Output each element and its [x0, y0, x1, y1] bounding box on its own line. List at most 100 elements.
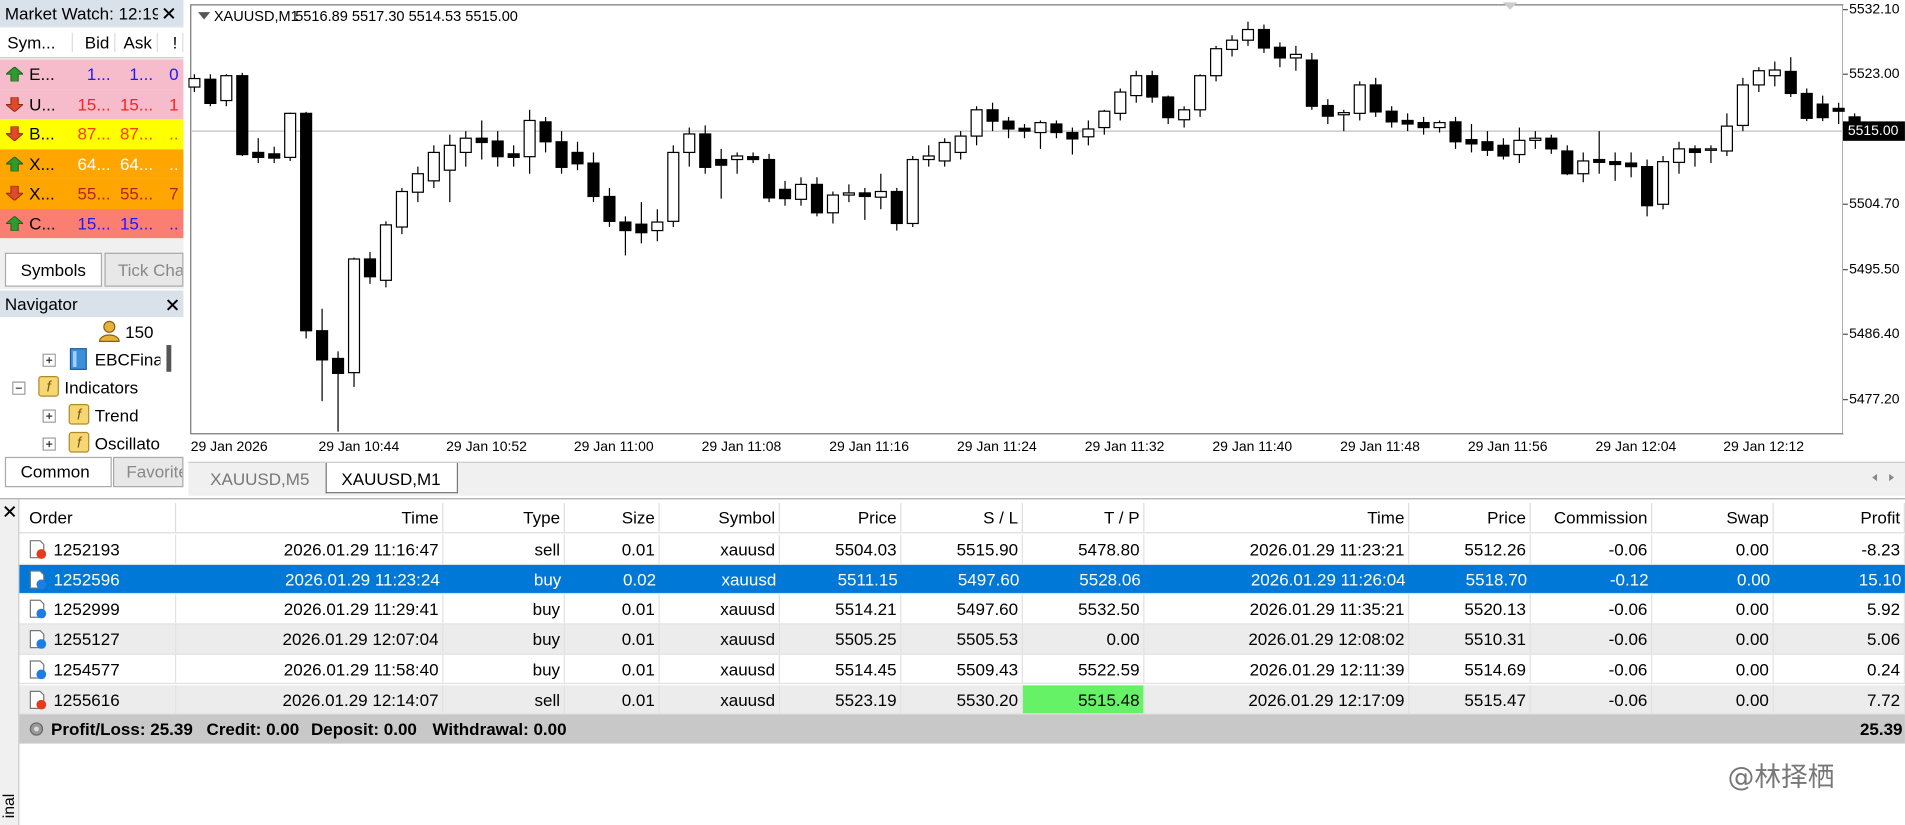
order-row[interactable]: 1255616 2026.01.29 12:14:07 sell 0.01 xauusd… — [19, 684, 1905, 715]
column-header[interactable]: Swap — [1652, 503, 1774, 533]
tree-item[interactable]: Trend — [94, 405, 139, 426]
tree-item[interactable]: Oscillators — [94, 433, 161, 454]
chart-tabs: XAUUSD,M5 XAUUSD,M1 — [188, 461, 1905, 496]
market-watch: Market Watch: 12:19 Sym... Bid Ask! E... 1..… — [0, 0, 184, 290]
order-cell: 5497.60 — [901, 594, 1023, 624]
chart-tab[interactable]: XAUUSD,M5 — [190, 466, 325, 494]
buy-icon — [29, 600, 47, 619]
candle-body — [683, 133, 696, 154]
summary-item: Credit: 0.00 — [206, 719, 300, 739]
tree-item[interactable]: 150 — [125, 321, 154, 342]
symbol-row[interactable]: X... 64... 64..... — [0, 148, 184, 179]
order-cell: 1252596 — [53, 569, 120, 589]
column-header[interactable]: Ask — [115, 32, 158, 53]
tree-item[interactable]: EBCFina — [94, 349, 161, 370]
order-cell: 2026.01.29 11:23:21 — [1144, 534, 1410, 564]
column-header[interactable]: Profit — [1774, 503, 1905, 533]
terminal-strip: inal — [0, 499, 20, 825]
order-cell: 1252999 — [32, 594, 177, 624]
symbol-cell: C... — [29, 213, 56, 233]
panel-tab[interactable]: Common — [4, 456, 112, 488]
order-cell: 5514.21 — [780, 594, 902, 624]
candle-body — [1337, 112, 1350, 116]
candle-body — [236, 75, 249, 156]
panel-tab[interactable]: Symbols — [4, 252, 103, 287]
candle-body — [587, 162, 600, 198]
column-header[interactable]: Size — [565, 503, 660, 533]
order-cell: 5504.03 — [780, 534, 902, 564]
column-header[interactable]: Sym... — [0, 32, 73, 53]
candle-body — [523, 119, 536, 158]
y-tick-label: 5504.70 — [1849, 195, 1900, 211]
close-button[interactable] — [163, 7, 175, 19]
candle-body — [1832, 107, 1845, 112]
price-cell: 7 — [169, 183, 179, 203]
order-cell: 2026.01.29 11:29:41 — [176, 594, 444, 624]
close-button[interactable] — [166, 299, 179, 311]
order-cell: 5515.48 — [1022, 684, 1145, 714]
order-row[interactable]: 1255127 2026.01.29 12:07:04 buy 0.01 xauusd 5… — [19, 624, 1905, 655]
x-tick-label: 29 Jan 11:08 — [702, 438, 782, 454]
column-header[interactable]: Symbol — [660, 503, 780, 533]
candle-body — [1353, 84, 1366, 114]
symbol-row[interactable]: E... 1... 1... 0 — [0, 59, 184, 90]
x-tick-label: 29 Jan 11:32 — [1085, 438, 1165, 454]
order-cell: 2026.01.29 11:35:21 — [1144, 594, 1410, 624]
order-row[interactable]: 1252193 2026.01.29 11:16:47 sell 0.01 xauusd… — [19, 534, 1905, 565]
candle-body — [1385, 110, 1398, 123]
column-header[interactable]: T / P — [1023, 503, 1145, 533]
tree-item[interactable]: Indicators — [64, 377, 139, 398]
order-cell: 5515.47 — [1409, 684, 1531, 714]
panel-tab[interactable]: Favorites — [112, 456, 184, 488]
column-header[interactable]: ! — [158, 32, 184, 53]
scrollbar-thumb[interactable] — [166, 345, 172, 372]
column-header[interactable]: Price — [780, 503, 902, 533]
tree-icon — [69, 348, 87, 370]
candle-body — [1273, 46, 1286, 59]
x-tick-label: 29 Jan 2026 — [191, 438, 268, 454]
candle-body — [300, 112, 313, 332]
column-header[interactable]: Type — [443, 503, 565, 533]
column-header[interactable]: Time — [176, 503, 444, 533]
order-cell: xauusd — [721, 569, 777, 589]
column-header[interactable]: Commission — [1531, 503, 1653, 533]
candle-body — [1529, 137, 1542, 141]
order-cell: buy — [443, 624, 565, 654]
y-tick-label: 5532.10 — [1849, 0, 1900, 16]
chart-tab[interactable]: XAUUSD,M1 — [325, 462, 459, 494]
column-header[interactable]: Bid — [73, 32, 116, 53]
column-header[interactable]: Order — [22, 503, 177, 533]
panel-title: Navigator — [4, 294, 78, 314]
order-cell: 1255127 — [32, 624, 177, 654]
order-cell: 2026.01.29 11:23:24 — [284, 569, 440, 589]
order-row[interactable]: 1254577 2026.01.29 11:58:40 buy 0.01 xauusd 5… — [19, 654, 1905, 685]
order-cell: 5.92 — [1774, 594, 1905, 624]
candle-body — [379, 224, 393, 281]
order-row[interactable]: 1252999 2026.01.29 11:29:41 buy 0.01 xauusd 5… — [19, 594, 1905, 625]
candle-body — [1752, 70, 1765, 86]
order-cell: sell — [443, 534, 565, 564]
order-row[interactable]: 1252596 2026.01.29 11:23:24 buy 0.02 xauusd 5… — [19, 564, 1905, 595]
price-cell: 0 — [169, 64, 179, 84]
column-header[interactable]: Time — [1144, 503, 1410, 533]
table-header: Sym... Bid Ask! — [0, 27, 184, 59]
summary-item: Profit/Loss: 25.39 — [51, 719, 193, 739]
candle-body — [1656, 161, 1670, 205]
tab-scroll[interactable] — [1865, 470, 1901, 485]
order-cell: 5528.06 — [1079, 569, 1141, 589]
close-button[interactable] — [4, 505, 16, 518]
order-cell: 1254577 — [32, 654, 177, 684]
panel-tab[interactable]: Tick Chart — [104, 252, 184, 287]
order-cell: xauusd — [660, 654, 780, 684]
candle-body — [268, 153, 281, 159]
candle-body — [1305, 59, 1318, 107]
symbol-row[interactable]: X... 55... 55... 7 — [0, 178, 184, 209]
column-header[interactable]: Price — [1409, 503, 1531, 533]
symbol-row[interactable]: B... 87... 87..... — [0, 119, 184, 149]
svg-text:f: f — [77, 435, 83, 451]
column-header[interactable]: S / L — [901, 503, 1023, 533]
x-tick-label: 29 Jan 11:40 — [1212, 438, 1292, 454]
summary-icon — [29, 722, 44, 736]
symbol-row[interactable]: C... 15... 15..... — [0, 208, 184, 239]
symbol-row[interactable]: U... 15... 15... 1 — [0, 89, 184, 120]
